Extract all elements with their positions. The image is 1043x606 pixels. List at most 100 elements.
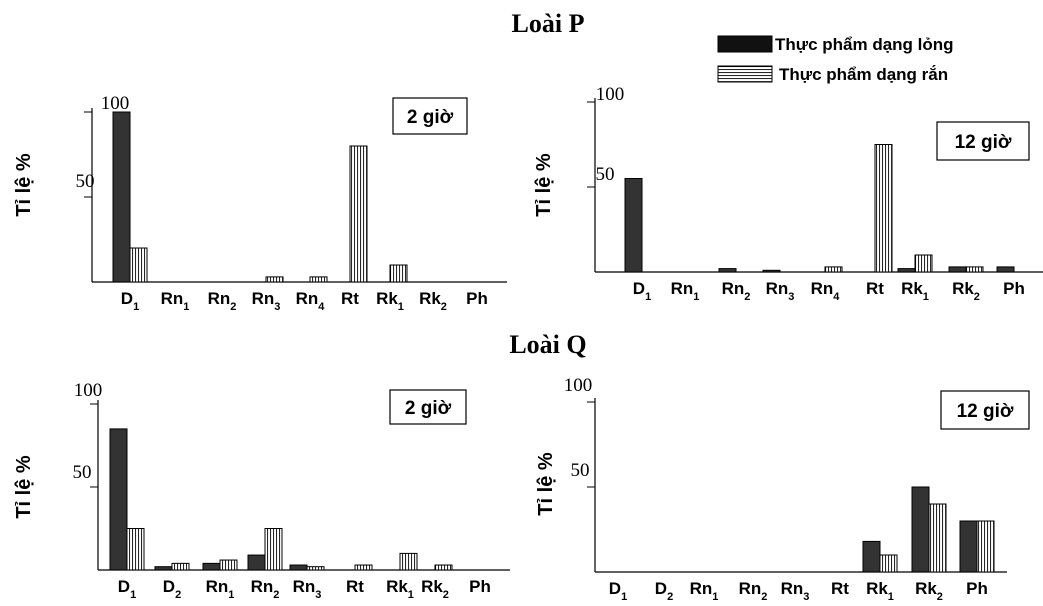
x-tick-label-rn4: Rn4 — [296, 289, 326, 313]
x-tick-label-d1: D1 — [609, 579, 627, 601]
x-tick-label-d1: D1 — [121, 289, 139, 313]
x-tick-label-ph: Ph — [469, 577, 491, 596]
y-axis-label: Tỉ lệ % — [13, 455, 35, 519]
y-tick-label: 50 — [571, 460, 590, 481]
chart-panel-2: 100 50 Tỉ lệ % 12 giờ D1 Rn1 Rn2 Rn3 Rn4 Rt Rk1 Rk2… — [533, 84, 1043, 303]
bar-solid-rk2 — [434, 564, 453, 571]
x-tick-label-rn1: Rn1 — [206, 577, 235, 601]
x-tick-label-rt: Rt — [831, 579, 849, 598]
x-tick-label-rn1: Rn1 — [671, 279, 700, 303]
x-tick-label-rn1: Rn1 — [161, 289, 190, 313]
x-tick-label-rn1: Rn1 — [690, 579, 719, 601]
bar-solid-rk1 — [914, 254, 933, 273]
panel-label: 12 giờ — [955, 132, 1012, 153]
y-tick-label: 100 — [74, 380, 103, 401]
x-tick-label-rt: Rt — [346, 577, 364, 596]
panel-label-box — [389, 389, 467, 425]
x-tick-label-rn2: Rn2 — [739, 579, 768, 601]
x-tick-label-d1: D1 — [118, 577, 136, 601]
panel-label-box — [392, 97, 468, 135]
bar-liquid-rn3 — [762, 269, 781, 273]
bar-solid-rt — [874, 144, 893, 273]
x-tick-label-rk2: Rk2 — [915, 579, 943, 601]
bar-liquid-d1 — [109, 428, 128, 571]
x-tick-label-rk2: Rk2 — [419, 289, 447, 313]
bar-liquid-rk2 — [911, 486, 930, 573]
chart-panel-4: 100 50 Tỉ lệ % 12 giờ D1 D2 Rn1 Rn2 Rn3 Rt Rk1 Rk2 P… — [535, 375, 1030, 603]
bar-liquid-rk1 — [862, 540, 881, 573]
x-tick-label-rn2: Rn2 — [251, 577, 280, 601]
x-tick-label-rn3: Rn3 — [293, 577, 322, 601]
x-tick-label-rn3: Rn3 — [781, 579, 810, 601]
x-tick-label-rk1: Rk1 — [376, 289, 404, 313]
bar-liquid-d1 — [624, 178, 643, 273]
x-tick-label-d1: D1 — [633, 279, 651, 303]
x-tick-label-rt: Rt — [341, 289, 359, 308]
x-tick-label-rn4: Rn4 — [811, 279, 841, 303]
x-tick-label-rk2: Rk2 — [421, 577, 449, 601]
section-title-loai-p: Loài P — [512, 9, 585, 38]
bar-solid-d1 — [129, 247, 148, 283]
panel-label: 2 giờ — [405, 398, 452, 419]
y-tick-label: 50 — [596, 164, 615, 185]
x-tick-label-rn2: Rn2 — [722, 279, 751, 303]
x-tick-label-rn2: Rn2 — [208, 289, 237, 313]
panel-label: 12 giờ — [957, 401, 1014, 422]
legend: Thực phẩm dạng lỏng Thực phẩm dạng rắn — [717, 35, 954, 84]
bar-solid-rk2 — [928, 503, 947, 573]
legend-swatch-liquid — [717, 35, 773, 53]
bar-liquid-rn1 — [202, 562, 221, 571]
bar-liquid-rn3 — [289, 564, 308, 571]
bar-liquid-d1 — [112, 111, 131, 283]
bar-solid-rk1 — [879, 554, 898, 573]
bar-solid-rn1 — [219, 559, 238, 571]
bar-solid-rt — [349, 145, 368, 283]
bar-solid-rn4 — [309, 276, 328, 283]
x-tick-label-ph: Ph — [966, 579, 988, 598]
x-tick-label-rk1: Rk1 — [386, 577, 414, 601]
y-axis-label: Tỉ lệ % — [13, 153, 35, 217]
x-tick-label-ph: Ph — [1003, 279, 1025, 298]
bar-solid-rk1 — [399, 552, 418, 571]
x-tick-label-rn3: Rn3 — [252, 289, 281, 313]
y-tick-label: 100 — [596, 84, 625, 105]
x-tick-label-rk1: Rk1 — [866, 579, 894, 601]
x-tick-label-rk2: Rk2 — [952, 279, 980, 303]
panel-label-box — [940, 390, 1030, 430]
y-axis-label: Tỉ lệ % — [535, 452, 557, 516]
bar-liquid-ph — [996, 266, 1015, 273]
bar-liquid-rk2 — [948, 266, 967, 273]
bar-liquid-d2 — [154, 566, 173, 571]
bar-solid-ph — [976, 520, 995, 573]
panel-label: 2 giờ — [407, 107, 454, 128]
bar-liquid-ph — [959, 520, 978, 573]
x-tick-label-d2: D2 — [655, 579, 673, 601]
x-tick-label-ph: Ph — [466, 289, 488, 308]
chart-panel-1: 100 50 Tỉ lệ % 2 giờ D1 Rn1 Rn2 Rn3 Rn4 Rt Rk1 Rk2 P… — [13, 93, 507, 313]
x-tick-label-d2: D2 — [163, 577, 181, 601]
y-tick-label: 50 — [76, 171, 95, 192]
legend-swatch-solid — [717, 65, 773, 83]
bar-solid-d1 — [126, 528, 145, 571]
section-title-loai-q: Loài Q — [509, 330, 586, 359]
chart-panel-3: 100 50 Tỉ lệ % 2 giờ D1 D2 Rn1 Rn2 Rn3 Rt Rk1 Rk2 Ph — [13, 380, 510, 601]
bar-solid-rn2 — [264, 528, 283, 571]
bar-solid-rn3 — [306, 566, 325, 571]
x-tick-label-rk1: Rk1 — [901, 279, 929, 303]
y-tick-label: 100 — [101, 93, 130, 114]
panel-label-box — [936, 121, 1030, 161]
y-tick-label: 50 — [73, 462, 92, 483]
bar-solid-rn4 — [824, 266, 843, 273]
bar-liquid-rk1 — [897, 268, 916, 273]
bar-solid-rk1 — [389, 264, 408, 283]
bar-solid-d2 — [171, 562, 190, 571]
y-tick-label: 100 — [564, 375, 593, 396]
y-axis-label: Tỉ lệ % — [533, 153, 555, 217]
bar-liquid-rn2 — [718, 268, 737, 273]
legend-label-liquid: Thực phẩm dạng lỏng — [775, 35, 954, 54]
legend-label-solid: Thực phẩm dạng rắn — [779, 65, 948, 84]
bar-liquid-rn2 — [247, 554, 266, 571]
bar-solid-rt — [354, 564, 373, 571]
